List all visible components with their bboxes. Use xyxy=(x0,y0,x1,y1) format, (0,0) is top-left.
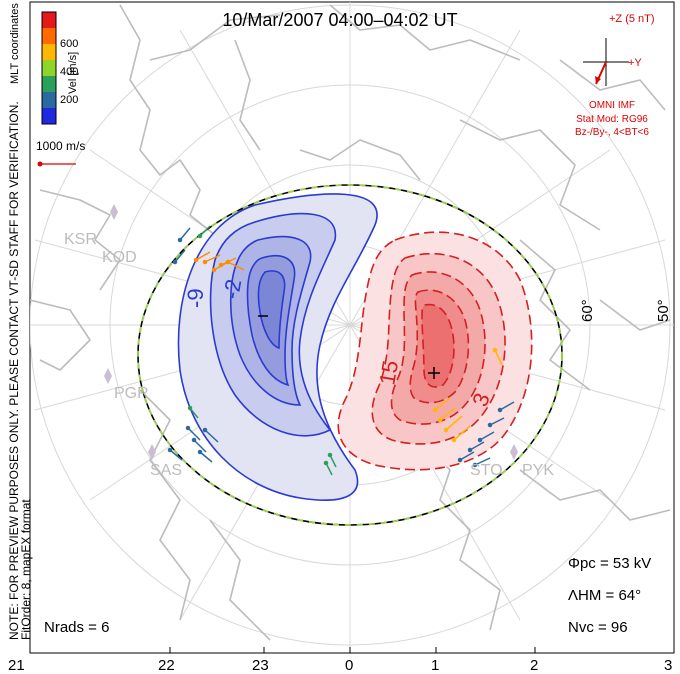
contour-label-neg9: -9 xyxy=(183,288,208,308)
color-bar-label: Vel [m/s] xyxy=(67,52,79,94)
mlt-tick-21: 21 xyxy=(8,657,25,674)
negative-convection-cell xyxy=(177,193,378,501)
station-label-kod: KOD xyxy=(102,249,137,266)
mlt-tick-0: 0 xyxy=(345,657,353,674)
station-label-sas: SAS xyxy=(150,462,182,479)
imf-condition: Bz-/By-, 4<BT<6 xyxy=(575,127,649,138)
color-bar-tick-400: 400 xyxy=(60,66,78,78)
vector-scale-arrow xyxy=(37,161,76,167)
station-label-pgr: PGR xyxy=(114,385,149,402)
station-marker-pgr xyxy=(104,368,112,384)
hm-boundary-dashes xyxy=(137,184,563,526)
mlt-axis-ticks xyxy=(29,647,675,653)
station-label-sto: STO xyxy=(470,462,503,479)
vector-count: Nvc = 96 xyxy=(568,619,628,636)
fit-order-note: FitOrder: 8, mapEX format xyxy=(19,499,33,640)
mlt-tick-22: 22 xyxy=(158,657,175,674)
velocity-vectors xyxy=(167,225,515,476)
contour-label-15: 15 xyxy=(374,358,403,386)
coastlines xyxy=(30,4,671,641)
station-marker-sas xyxy=(148,444,156,460)
mlt-tick-23: 23 xyxy=(252,657,269,674)
imf-z-label: +Z (5 nT) xyxy=(609,13,655,25)
imf-y-label: +Y xyxy=(628,57,642,69)
mlt-tick-3: 3 xyxy=(664,657,672,674)
color-bar-tick-600: 600 xyxy=(60,38,78,50)
mlt-tick-2: 2 xyxy=(530,657,538,674)
station-marker-ksr xyxy=(110,204,118,220)
positive-convection-cell xyxy=(337,231,533,471)
polar-cap-potential: Φpc = 53 kV xyxy=(568,555,651,572)
hm-boundary-latitude: ΛHM = 64° xyxy=(568,587,641,604)
cell-center-markers xyxy=(258,315,440,379)
stat-model: Stat Mod: RG96 xyxy=(576,114,648,125)
radar-count: Nrads = 6 xyxy=(44,619,109,636)
contour-label-neg2: -2 xyxy=(218,277,246,301)
latitude-label-60: 60° xyxy=(579,299,596,322)
latitude-label-50: 50° xyxy=(655,299,672,322)
imf-clock-dial xyxy=(583,38,629,86)
map-title: 10/Mar/2007 04:00–04:02 UT xyxy=(222,10,457,30)
preview-note: NOTE: FOR PREVIEW PURPOSES ONLY. PLEASE … xyxy=(7,101,21,640)
station-markers xyxy=(104,204,518,460)
station-marker-pyk xyxy=(510,444,518,460)
imf-source: OMNI IMF xyxy=(589,100,635,111)
coordinate-system-label: MLT coordinates xyxy=(9,3,21,84)
vector-scale-label: 1000 m/s xyxy=(36,139,85,153)
velocity-color-bar xyxy=(41,11,57,125)
station-label-pyk: PYK xyxy=(522,462,554,479)
mlt-tick-1: 1 xyxy=(431,657,439,674)
color-bar-tick-200: 200 xyxy=(60,94,78,106)
station-label-ksr: KSR xyxy=(64,231,97,248)
